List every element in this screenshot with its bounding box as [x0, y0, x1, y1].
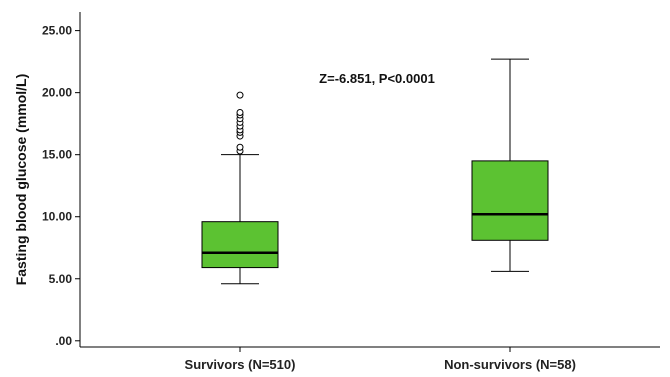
y-tick-label: 25.00	[42, 24, 72, 38]
boxes	[201, 58, 549, 285]
statistic-annotation: Z=-6.851, P<0.0001	[319, 71, 435, 86]
y-ticks: .00 5.00 10.00 15.00 20.00 25.00	[42, 24, 80, 348]
y-tick-label: 10.00	[42, 210, 72, 224]
iqr-box	[201, 221, 279, 269]
outlier-point	[236, 91, 244, 99]
axes	[79, 12, 660, 348]
y-tick-label: 15.00	[42, 148, 72, 162]
iqr-box	[471, 160, 549, 241]
outlier-point	[236, 143, 244, 151]
x-category-label: Survivors (N=510)	[185, 357, 296, 372]
y-axis-label: Fasting blood glucose (mmol/L)	[13, 74, 29, 286]
x-categories: Survivors (N=510) Non-survivors (N=58)	[185, 347, 576, 372]
y-tick-label: .00	[55, 334, 72, 348]
y-tick-label: 20.00	[42, 86, 72, 100]
x-category-label: Non-survivors (N=58)	[444, 357, 576, 372]
box-group	[471, 58, 549, 272]
y-tick-label: 5.00	[49, 272, 73, 286]
box-group	[201, 91, 279, 285]
outlier-point	[236, 109, 244, 116]
